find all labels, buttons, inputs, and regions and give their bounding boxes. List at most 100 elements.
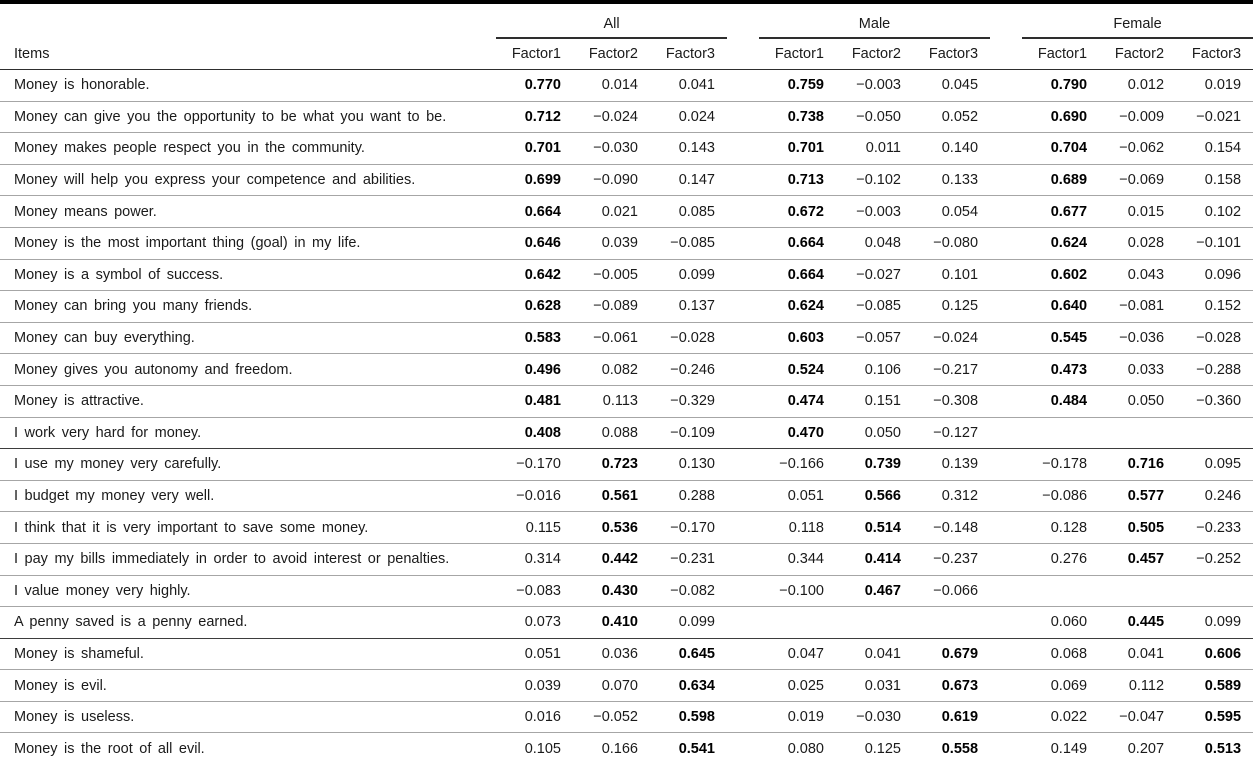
factor-loading-value: 0.011	[836, 132, 913, 165]
factor-loading-value: −0.252	[1176, 543, 1253, 576]
factor-loading-value: 0.112	[1099, 669, 1177, 702]
table-row: Money gives you autonomy and freedom. 0.4…	[0, 353, 1253, 386]
column-gap	[990, 480, 1023, 513]
column-gap	[990, 575, 1023, 608]
factor-loading-value: 0.048	[836, 227, 913, 260]
factor-loading-value: 0.672	[759, 195, 836, 228]
factor-loading-value: 0.028	[1099, 227, 1177, 260]
item-label: A penny saved is a penny earned.	[0, 606, 496, 639]
factor-loading-value: −0.360	[1176, 385, 1253, 418]
table-row: Money is shameful. 0.051 0.036 0.645 0.047 0.…	[0, 638, 1253, 671]
factor-loading-value	[836, 606, 913, 639]
column-gap	[990, 164, 1023, 197]
column-gap	[990, 132, 1023, 165]
factor-loading-value: 0.036	[573, 638, 650, 671]
item-label: Money can give you the opportunity to be…	[0, 101, 496, 134]
factor-loading-value: 0.025	[759, 669, 836, 702]
factor-loading-value: 0.457	[1099, 543, 1177, 576]
factor-loading-value: 0.105	[496, 732, 573, 757]
factor-loading-value: 0.699	[496, 164, 573, 197]
column-gap	[727, 38, 759, 70]
column-gap	[990, 353, 1023, 386]
factor-loading-value: 0.051	[759, 480, 836, 513]
factor1-header-all: Factor1	[496, 38, 573, 70]
factor-loading-value: 0.541	[650, 732, 727, 757]
factor-loading-value: 0.484	[1022, 385, 1100, 418]
factor-loading-value: 0.102	[1176, 195, 1253, 228]
factor-loading-value: −0.329	[650, 385, 727, 418]
item-label: Money is a symbol of success.	[0, 259, 496, 292]
factor-loading-value: 0.583	[496, 322, 573, 355]
items-header-spacer	[0, 2, 496, 38]
group-header-male: Male	[759, 2, 991, 39]
factor-loading-value: 0.288	[650, 480, 727, 513]
factor-loading-value: 0.130	[650, 448, 727, 481]
factor-loading-value: −0.057	[836, 322, 913, 355]
factor-loading-value: 0.021	[573, 195, 650, 228]
factor-loading-value: 0.677	[1022, 195, 1100, 228]
factor-loading-value	[1022, 417, 1100, 450]
factor-loading-value: 0.642	[496, 259, 573, 292]
factor-loading-value: 0.099	[1176, 606, 1253, 639]
column-gap	[990, 638, 1023, 671]
factor-loading-value: −0.308	[913, 385, 991, 418]
factor-loading-value: 0.445	[1099, 606, 1177, 639]
table-row: Money is the root of all evil. 0.105 0.166…	[0, 732, 1253, 757]
table-row: I value money very highly. −0.083 0.430 −0.…	[0, 575, 1253, 608]
factor-loading-value: 0.099	[650, 259, 727, 292]
factor-loading-value: 0.054	[913, 195, 991, 228]
factor-loading-value: −0.246	[650, 353, 727, 386]
factor-loading-value: −0.288	[1176, 353, 1253, 386]
factor-loading-value: 0.577	[1099, 480, 1177, 513]
column-gap	[990, 2, 1022, 38]
factor-loading-value: 0.624	[1022, 227, 1100, 260]
item-label: I budget my money very well.	[0, 480, 496, 513]
group-header-all: All	[496, 2, 727, 39]
group-header-female: Female	[1022, 2, 1253, 39]
factor-loading-value: 0.496	[496, 353, 573, 386]
factor-loading-value: 0.151	[836, 385, 913, 418]
factor3-header-male: Factor3	[913, 38, 991, 70]
factor-loading-value	[759, 606, 836, 639]
factor-loading-value: 0.143	[650, 132, 727, 165]
factor2-header-female: Factor2	[1099, 38, 1177, 70]
factor-loading-value: 0.051	[496, 638, 573, 671]
item-label: Money makes people respect you in the co…	[0, 132, 496, 165]
column-gap	[727, 132, 759, 165]
factor-loading-value: 0.207	[1099, 732, 1177, 757]
factor-loading-value: −0.083	[496, 575, 573, 608]
factor-loading-value: 0.154	[1176, 132, 1253, 165]
factor-loading-value: 0.558	[913, 732, 991, 757]
factor-loading-value: 0.152	[1176, 290, 1253, 323]
factor-loading-value: −0.085	[836, 290, 913, 323]
table-row: I pay my bills immediately in order to a…	[0, 543, 1253, 576]
factor-loading-value: 0.514	[836, 511, 913, 544]
factor-loading-value: 0.470	[759, 417, 836, 450]
factor-loading-value: 0.060	[1022, 606, 1100, 639]
factor-loading-value: 0.050	[1099, 385, 1177, 418]
factor-loading-value: 0.673	[913, 669, 991, 702]
factor-loading-value: 0.133	[913, 164, 991, 197]
item-label: Money is shameful.	[0, 638, 496, 671]
factor-loading-value: 0.069	[1022, 669, 1100, 702]
table-row: I work very hard for money. 0.408 0.088 −0.…	[0, 417, 1253, 450]
column-gap	[727, 290, 759, 323]
factor-loading-value: 0.645	[650, 638, 727, 671]
factor-loading-value: −0.052	[573, 701, 650, 734]
factor-loading-value: −0.085	[650, 227, 727, 260]
factor-loading-value: 0.664	[759, 259, 836, 292]
item-label: I pay my bills immediately in order to a…	[0, 543, 496, 576]
factor-loading-value: 0.408	[496, 417, 573, 450]
factor-loading-value: 0.704	[1022, 132, 1100, 165]
factor-loading-value: 0.524	[759, 353, 836, 386]
factor-loading-value: 0.052	[913, 101, 991, 134]
factor-loading-value: 0.679	[913, 638, 991, 671]
factor-loading-value: −0.009	[1099, 101, 1177, 134]
factor-loading-value: 0.115	[496, 511, 573, 544]
items-header: Items	[0, 38, 496, 70]
table-row: A penny saved is a penny earned. 0.073 0.4…	[0, 606, 1253, 639]
factor-loading-value	[1022, 575, 1100, 608]
factor-loading-value: 0.314	[496, 543, 573, 576]
factor-loading-value: 0.088	[573, 417, 650, 450]
